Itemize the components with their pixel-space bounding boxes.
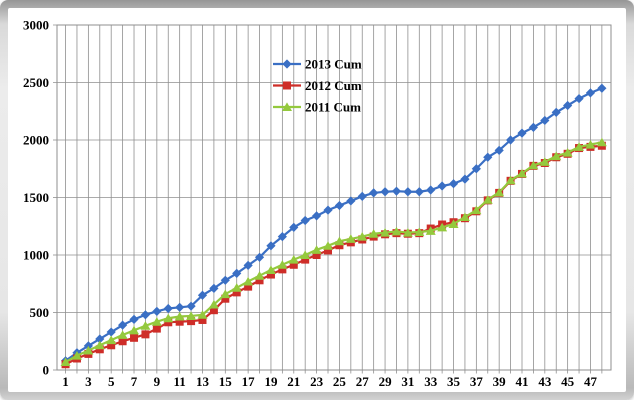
y-tick-label: 2500 — [23, 75, 49, 90]
x-tick-label: 27 — [356, 374, 370, 389]
x-tick-label: 3 — [85, 374, 92, 389]
y-axis-labels: 0 500 1000 1500 2000 2500 3000 — [23, 18, 49, 378]
legend-label: 2013 Cum — [305, 57, 362, 72]
y-tick-label: 2000 — [23, 133, 49, 148]
legend-item-2012-cum: 2012 Cum — [273, 78, 362, 93]
series-2013-cum — [60, 83, 607, 366]
x-tick-label: 15 — [219, 374, 233, 389]
x-tick-label: 7 — [131, 374, 138, 389]
legend: 2013 Cum 2012 Cum 2011 Cum — [273, 57, 362, 115]
x-tick-label: 41 — [515, 374, 528, 389]
x-tick-label: 35 — [447, 374, 461, 389]
gridlines — [57, 24, 611, 371]
x-tick-label: 19 — [264, 374, 278, 389]
tick-marks — [53, 24, 603, 374]
legend-label: 2011 Cum — [305, 100, 361, 115]
y-tick-label: 3000 — [23, 18, 49, 33]
y-tick-label: 1000 — [23, 248, 49, 263]
legend-label: 2012 Cum — [305, 78, 362, 93]
y-tick-label: 1500 — [23, 190, 49, 205]
x-tick-label: 33 — [424, 374, 438, 389]
x-tick-label: 5 — [108, 374, 115, 389]
x-tick-label: 47 — [584, 374, 598, 389]
x-tick-label: 11 — [174, 374, 186, 389]
series-2011-cum — [60, 137, 607, 366]
x-tick-label: 45 — [561, 374, 575, 389]
x-tick-label: 43 — [538, 374, 552, 389]
y-tick-label: 500 — [30, 305, 50, 320]
legend-item-2013-cum: 2013 Cum — [273, 57, 362, 72]
x-tick-label: 31 — [401, 374, 414, 389]
x-tick-label: 29 — [379, 374, 393, 389]
chart-area: 0 500 1000 1500 2000 2500 3000 1 3 5 7 9 11 13 15 17 19 2… — [8, 8, 626, 392]
legend-item-2011-cum: 2011 Cum — [273, 100, 361, 115]
x-tick-label: 9 — [154, 374, 161, 389]
x-tick-label: 23 — [310, 374, 324, 389]
x-tick-label: 25 — [333, 374, 347, 389]
x-tick-label: 21 — [287, 374, 300, 389]
x-tick-label: 37 — [470, 374, 484, 389]
x-axis-labels: 1 3 5 7 9 11 13 15 17 19 21 23 25 27 29 31 33 35 37 39 41 43 4… — [62, 374, 597, 389]
x-tick-label: 1 — [62, 374, 69, 389]
x-tick-label: 13 — [196, 374, 210, 389]
y-tick-label: 0 — [43, 363, 50, 378]
x-tick-label: 39 — [493, 374, 507, 389]
x-tick-label: 17 — [242, 374, 256, 389]
